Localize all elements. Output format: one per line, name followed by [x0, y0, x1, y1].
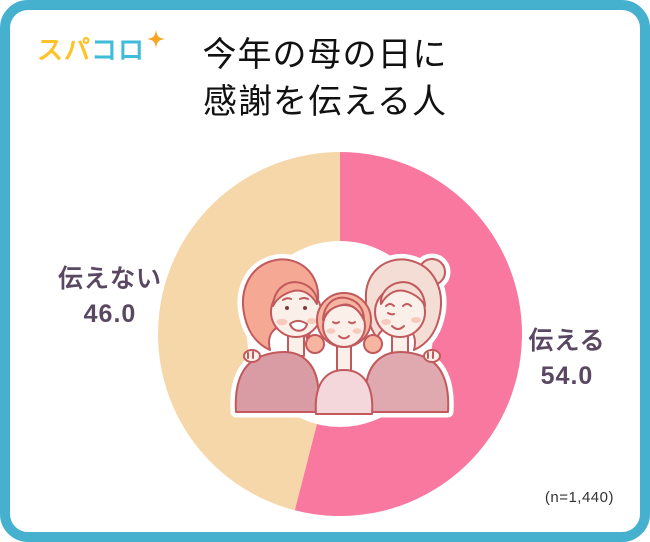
child-figure — [305, 292, 383, 415]
sample-size-note: (n=1,440) — [544, 489, 614, 506]
callout-tell-label: 伝える — [528, 327, 606, 355]
callout-tell: 伝える 54.0 — [492, 324, 642, 394]
donut-chart — [158, 152, 523, 516]
sparkle-icon — [147, 30, 166, 48]
brand-logo: スパ コロ — [37, 30, 166, 65]
callout-not-tell: 伝えない 46.0 — [35, 262, 185, 332]
donut-segment-not-tell — [158, 152, 340, 511]
family-illustration — [230, 241, 454, 427]
donut-segment-tell — [294, 152, 523, 516]
brand-logo-text-blue: コロ — [91, 35, 146, 65]
grandmother-figure — [363, 258, 450, 413]
donut-slices — [158, 152, 523, 516]
page-title: 今年の母の日に 感謝を伝える人 — [203, 32, 448, 126]
brand-logo-text-yellow: スパ — [37, 35, 92, 65]
callout-tell-value: 54.0 — [540, 362, 594, 390]
callout-not-tell-value: 46.0 — [83, 300, 137, 328]
hands — [243, 349, 441, 363]
title-line-1: 今年の母の日に — [202, 36, 448, 74]
callout-not-tell-label: 伝えない — [57, 265, 162, 293]
title-line-2: 感謝を伝える人 — [203, 83, 447, 121]
mother-figure — [234, 258, 322, 413]
